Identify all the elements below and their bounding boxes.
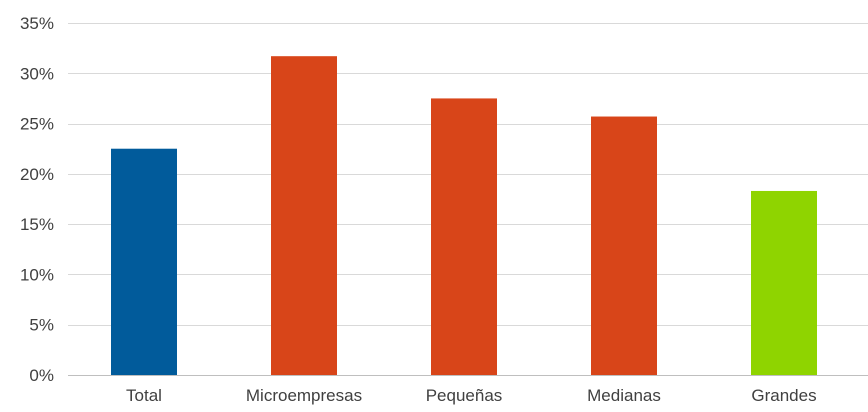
x-tick-label: Medianas	[587, 386, 661, 405]
x-axis-tick-labels: Total Microempresas Pequeñas Medianas Grande…	[126, 386, 817, 405]
bar-grandes	[751, 190, 817, 375]
y-tick-label: 10%	[20, 265, 54, 284]
y-tick-label: 20%	[20, 165, 54, 184]
bar-total	[111, 148, 177, 375]
y-tick-label: 15%	[20, 215, 54, 234]
bars	[111, 56, 817, 376]
x-tick-label: Grandes	[751, 386, 816, 405]
y-tick-label: 30%	[20, 64, 54, 83]
y-tick-label: 35%	[20, 14, 54, 33]
x-tick-label: Pequeñas	[426, 386, 503, 405]
y-tick-label: 25%	[20, 115, 54, 134]
y-tick-label: 5%	[29, 316, 54, 335]
bar-pequeñas	[431, 98, 497, 375]
y-tick-label: 0%	[29, 366, 54, 385]
y-axis-tick-labels: 0% 5% 10% 15% 20% 25% 30% 35%	[20, 14, 54, 385]
bar-medianas	[591, 116, 657, 375]
x-tick-label: Total	[126, 386, 162, 405]
bar-microempresas	[271, 56, 337, 376]
x-tick-label: Microempresas	[246, 386, 362, 405]
